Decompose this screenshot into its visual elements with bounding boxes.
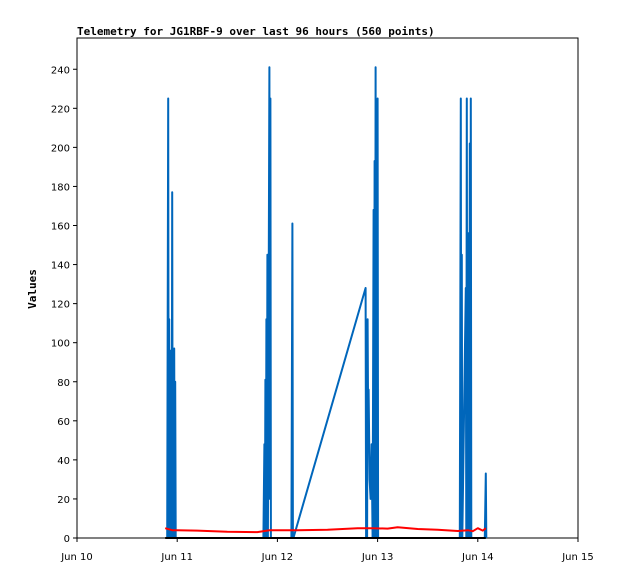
- y-tick-label: 220: [51, 104, 70, 115]
- y-tick-label: 80: [57, 378, 70, 389]
- y-tick-label: 20: [57, 495, 70, 506]
- series-line-1: [166, 66, 488, 539]
- y-tick-label: 140: [51, 261, 70, 272]
- x-axis-ticks: Jun 10 Jun 11 Jun 12 Jun 13 Jun 14 Jun 15: [60, 538, 594, 563]
- y-tick-label: 0: [64, 534, 70, 545]
- series-layer: [164, 66, 488, 539]
- y-tick-label: 100: [51, 339, 70, 350]
- y-tick-label: 40: [57, 456, 70, 467]
- x-tick-label: Jun 12: [261, 552, 294, 563]
- y-tick-label: 120: [51, 300, 70, 311]
- y-tick-label: 160: [51, 222, 70, 233]
- x-tick-label: Jun 10: [60, 552, 93, 563]
- x-tick-label: Jun 15: [561, 552, 594, 563]
- plot-frame: [76, 37, 579, 539]
- y-axis-label: Values: [26, 269, 39, 309]
- y-tick-label: 60: [57, 417, 70, 428]
- chart-title: Telemetry for JG1RBF-9 over last 96 hour…: [77, 25, 435, 38]
- x-tick-label: Jun 13: [361, 552, 394, 563]
- y-tick-label: 200: [51, 143, 70, 154]
- y-tick-label: 240: [51, 65, 70, 76]
- x-tick-label: Jun 11: [160, 552, 193, 563]
- y-axis-ticks: 0 20 40 60 80 100 120 140 160 180 200 220 240: [51, 65, 77, 545]
- series-line-2: [164, 526, 487, 534]
- y-tick-label: 180: [51, 182, 70, 193]
- x-tick-label: Jun 14: [461, 552, 494, 563]
